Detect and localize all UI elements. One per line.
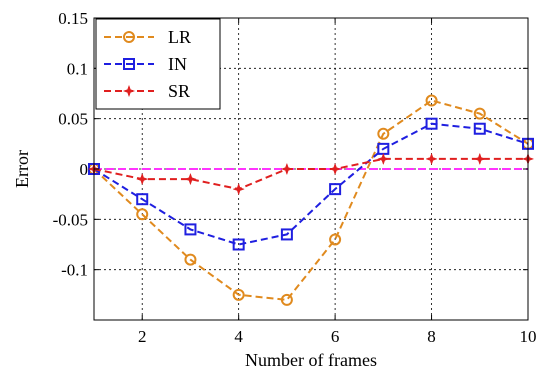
- y-tick-label: 0: [80, 160, 89, 179]
- legend-label: IN: [168, 54, 187, 74]
- legend: LR IN SR: [95, 18, 221, 110]
- data-point-in: [280, 228, 293, 241]
- x-tick-label: 10: [520, 327, 537, 346]
- data-point-lr: [377, 127, 390, 140]
- data-point-sr: [377, 152, 390, 166]
- x-axis-label: Number of frames: [245, 350, 377, 370]
- data-point-sr: [232, 182, 245, 196]
- legend-marker: [123, 58, 135, 70]
- legend-marker: [122, 84, 136, 98]
- y-tick-label: -0.05: [53, 210, 88, 229]
- x-tick-label: 8: [427, 327, 436, 346]
- data-point-sr: [425, 152, 438, 166]
- data-point-in: [232, 238, 245, 251]
- data-point-in: [136, 193, 149, 206]
- data-point-lr: [329, 233, 342, 246]
- data-point-in: [329, 183, 342, 196]
- x-tick-label: 4: [234, 327, 243, 346]
- legend-entry-sr: SR: [104, 81, 190, 101]
- data-point-in: [425, 117, 438, 130]
- series-in: [88, 117, 534, 251]
- x-tick-label: 2: [138, 327, 147, 346]
- y-tick-label: -0.1: [61, 261, 88, 280]
- data-point-lr: [280, 293, 293, 306]
- y-tick-label: 0.05: [58, 110, 88, 129]
- data-point-lr: [232, 288, 245, 301]
- legend-label: LR: [168, 27, 191, 47]
- data-point-sr: [280, 162, 294, 176]
- series-line-lr: [93, 99, 529, 301]
- data-point-lr: [136, 208, 149, 221]
- legend-box: [95, 18, 221, 110]
- data-point-lr: [184, 253, 197, 266]
- y-tick-label: 0.1: [67, 59, 88, 78]
- legend-entry-lr: LR: [104, 27, 191, 47]
- data-point-sr: [328, 162, 342, 176]
- data-point-in: [473, 122, 486, 135]
- y-tick-label: 0.15: [58, 9, 88, 28]
- data-point-lr: [425, 94, 438, 107]
- series-group: [87, 94, 535, 306]
- series-line-sr: [93, 157, 528, 191]
- legend-label: SR: [168, 81, 190, 101]
- data-point-sr: [473, 152, 487, 166]
- ticks-group: 2 4 6 8 10 -0.1 -0.05 0 0.05 0.1 0.15: [53, 9, 537, 346]
- y-axis-label: Error: [12, 150, 32, 188]
- x-tick-label: 6: [331, 327, 340, 346]
- series-line-in: [93, 122, 529, 246]
- series-sr: [87, 152, 535, 196]
- data-point-lr: [473, 107, 486, 120]
- legend-marker: [123, 31, 135, 43]
- data-point-sr: [135, 172, 149, 186]
- data-point-sr: [184, 172, 197, 186]
- legend-entry-in: IN: [104, 54, 187, 74]
- data-point-in: [184, 223, 197, 236]
